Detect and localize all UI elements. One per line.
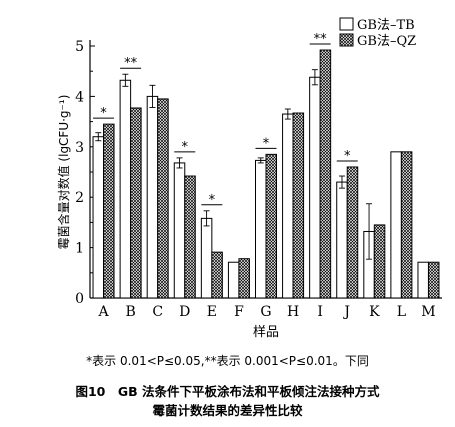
bar-tb (309, 76, 321, 299)
legend-swatch (339, 33, 354, 47)
bar-qz (400, 151, 413, 299)
bar-qz (103, 123, 115, 299)
x-tick-label: F (234, 304, 244, 320)
y-tick-label: 1 (75, 241, 84, 257)
x-tick-label: D (179, 304, 190, 320)
bar-tb (227, 261, 240, 299)
bar-tb (417, 261, 429, 299)
bar-qz (319, 49, 332, 299)
x-tick-label: M (421, 304, 435, 320)
bar-tb (119, 79, 132, 299)
significance-marker: * (344, 149, 351, 164)
x-tick-label: K (369, 304, 380, 320)
bar-qz (427, 261, 440, 299)
x-tick-label: G (260, 304, 271, 320)
bar-qz (211, 251, 223, 299)
y-tick-label: 3 (75, 140, 84, 156)
bar-qz (130, 107, 142, 299)
figure-caption-line-2: 霉菌计数结果的差异性比较 (152, 403, 303, 418)
bar-tb (255, 159, 267, 299)
significance-marker: * (263, 136, 270, 151)
significance-marker: * (209, 193, 216, 208)
x-axis-label: 样品 (253, 325, 279, 340)
bar-qz (373, 224, 386, 299)
x-tick-label: C (152, 304, 163, 320)
x-tick-label: L (397, 304, 406, 320)
bar-qz (265, 153, 277, 299)
y-tick-label: 0 (75, 291, 84, 307)
significance-marker: * (100, 106, 107, 121)
bar-qz (157, 98, 169, 299)
x-tick-label: B (125, 304, 135, 320)
bar-tb (92, 136, 105, 299)
bar-tb (282, 113, 294, 299)
x-tick-label: A (97, 304, 109, 320)
bar-qz (184, 175, 196, 299)
y-tick-label: 5 (75, 39, 84, 55)
x-tick-label: E (207, 304, 217, 320)
y-tick-label: 4 (75, 89, 84, 105)
y-axis-label: 霉菌含量对数值 (lgCFU·g⁻¹) (56, 95, 71, 250)
bar-tb (200, 217, 213, 299)
bar-tb (390, 151, 402, 299)
figure-caption-line-1: 图10 GB 法条件下平板涂布法和平板倾注法接种方式 (75, 384, 380, 399)
legend-label: GB法–TB (357, 18, 415, 33)
significance-marker: ** (314, 32, 328, 47)
x-tick-label: J (342, 304, 350, 320)
x-tick-label: H (287, 304, 299, 320)
significance-marker: ** (124, 56, 138, 71)
significance-marker: * (182, 140, 189, 155)
legend-label: GB法–QZ (357, 34, 416, 49)
bar-qz (346, 166, 359, 299)
legend-swatch (339, 17, 354, 31)
significance-footnote: *表示 0.01<P≤0.05,**表示 0.001<P≤0.01。下同 (86, 354, 369, 368)
x-tick-label: I (317, 304, 323, 320)
bar-tb (146, 95, 159, 299)
bar-qz (292, 112, 305, 299)
bar-qz (238, 258, 250, 299)
y-tick-label: 2 (75, 190, 84, 206)
bar-tb (173, 162, 186, 299)
bar-tb (336, 181, 348, 299)
